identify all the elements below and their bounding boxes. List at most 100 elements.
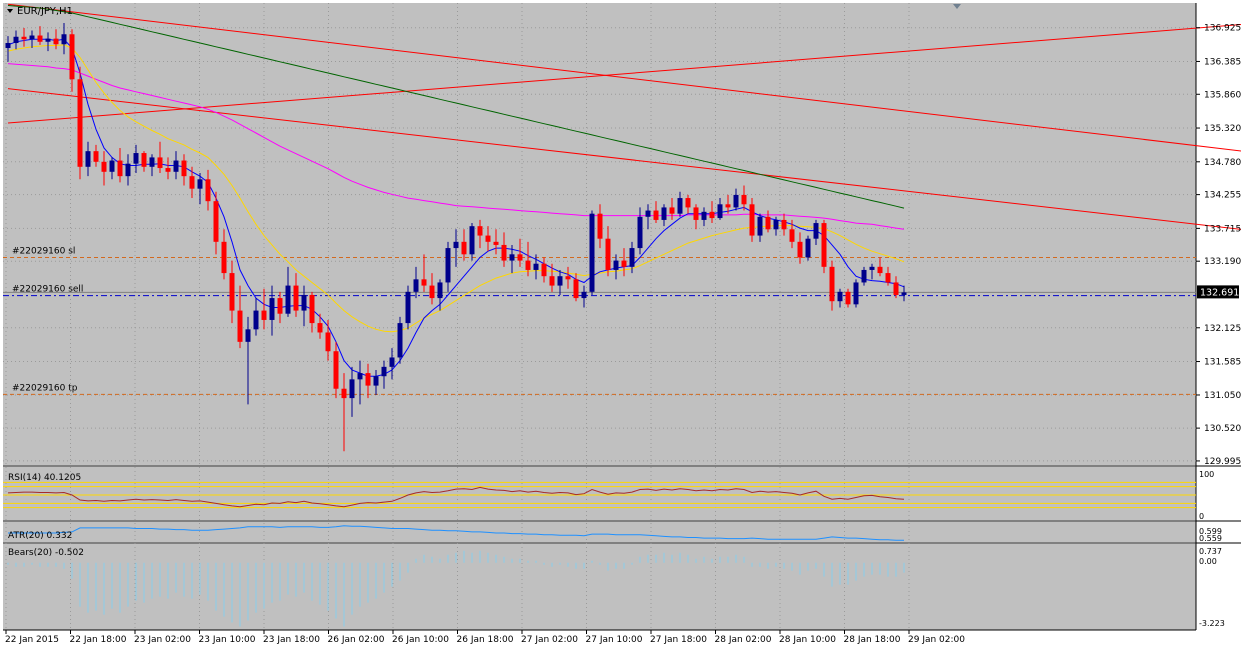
- candle-body: [389, 357, 395, 367]
- candle-body: [173, 160, 179, 172]
- candle-body: [149, 157, 155, 167]
- bears-panel[interactable]: [3, 544, 1196, 630]
- candle: [637, 207, 643, 255]
- candle: [589, 210, 595, 295]
- candle-body: [501, 244, 507, 261]
- candle: [629, 241, 635, 274]
- candle: [341, 373, 347, 452]
- candle: [701, 207, 707, 227]
- candle-body: [677, 198, 683, 214]
- time-tick-label: 23 Jan 02:00: [134, 635, 191, 645]
- time-tick-label: 27 Jan 10:00: [586, 635, 643, 645]
- ma-long-line: [7, 5, 905, 209]
- candle: [829, 260, 835, 311]
- candle-body: [101, 161, 107, 172]
- candle: [317, 313, 323, 339]
- time-tick-label: 26 Jan 10:00: [392, 635, 449, 645]
- candle: [709, 201, 715, 224]
- bears-label: Bears(20) -0.502: [8, 548, 84, 558]
- time-tick-label: 23 Jan 18:00: [263, 635, 320, 645]
- candle: [533, 254, 539, 280]
- candle: [821, 219, 827, 274]
- candle: [157, 141, 163, 174]
- candle-body: [885, 273, 891, 283]
- candle-body: [661, 207, 667, 220]
- candle-body: [821, 223, 827, 267]
- candle-body: [429, 285, 435, 299]
- candle: [877, 257, 883, 277]
- candle-body: [861, 269, 867, 283]
- candle: [205, 169, 211, 211]
- candle: [845, 288, 851, 308]
- candle: [805, 235, 811, 261]
- price-tick-label: 135.320: [1204, 124, 1241, 134]
- rsi-panel[interactable]: [3, 467, 1196, 520]
- trendline: [7, 3, 1241, 152]
- order-lines-layer[interactable]: [3, 256, 1196, 395]
- time-tick-label: 22 Jan 18:00: [70, 635, 127, 645]
- chevron-down-icon[interactable]: [7, 9, 13, 13]
- candle-body: [133, 153, 139, 164]
- candle-body: [93, 151, 99, 162]
- candle: [469, 223, 475, 261]
- candle: [197, 173, 203, 205]
- candle: [421, 254, 427, 292]
- candle: [413, 266, 419, 299]
- atr-panel[interactable]: [3, 522, 1196, 542]
- candle-body: [637, 216, 643, 249]
- candle: [125, 154, 131, 186]
- candle: [853, 279, 859, 308]
- candle: [141, 151, 147, 172]
- candle-body: [589, 213, 595, 292]
- candle: [149, 154, 155, 177]
- ma-slow-line: [7, 63, 905, 230]
- candle-body: [453, 241, 459, 249]
- candle-body: [373, 376, 379, 386]
- candle: [461, 229, 467, 261]
- candle-body: [85, 151, 91, 167]
- price-tick-label: 134.780: [1204, 158, 1241, 168]
- candle: [221, 229, 227, 280]
- candle-body: [797, 241, 803, 258]
- chart-shift-marker-icon[interactable]: [953, 4, 961, 9]
- candle-body: [653, 210, 659, 220]
- candle-body: [597, 213, 603, 239]
- candle-body: [141, 153, 147, 167]
- candle: [797, 232, 803, 264]
- candle: [253, 298, 259, 336]
- candle: [517, 238, 523, 267]
- candle: [725, 194, 731, 214]
- candle: [389, 348, 395, 380]
- candle: [669, 198, 675, 220]
- candle-body: [13, 36, 19, 44]
- time-tick-label: 28 Jan 10:00: [779, 635, 836, 645]
- candle-body: [301, 294, 307, 311]
- candle: [101, 151, 107, 186]
- candle: [861, 266, 867, 286]
- candle: [405, 285, 411, 330]
- candle: [565, 266, 571, 289]
- rsi-level-label: 50: [1199, 492, 1208, 500]
- candle-body: [269, 298, 275, 320]
- candle-body: [349, 379, 355, 399]
- candle-body: [557, 276, 563, 286]
- candle-body: [261, 310, 267, 320]
- bears-scale-zero: 0.00: [1199, 557, 1217, 566]
- candle: [21, 28, 27, 47]
- candle-body: [205, 179, 211, 202]
- candle: [37, 26, 43, 45]
- candle-body: [605, 238, 611, 270]
- candle: [373, 369, 379, 395]
- candle: [333, 341, 339, 399]
- candle: [229, 260, 235, 324]
- candle: [493, 229, 499, 255]
- trendline-layer[interactable]: [7, 3, 1241, 249]
- candle-body: [733, 194, 739, 208]
- trendline: [7, 88, 1241, 230]
- order-label-tp: #22029160 tp: [12, 383, 78, 393]
- candle-body: [837, 291, 843, 302]
- candle-body: [309, 294, 315, 324]
- candle-body: [357, 373, 363, 380]
